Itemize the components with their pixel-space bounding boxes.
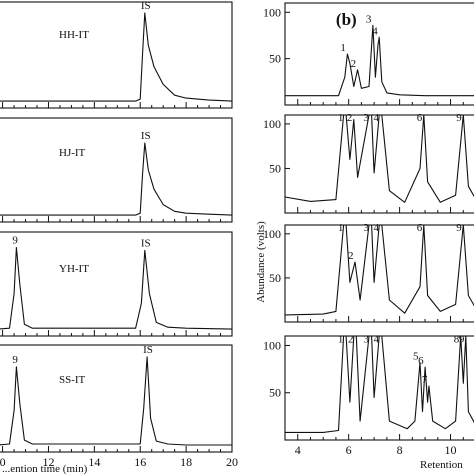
peak-label: 9 [12,235,18,247]
peak-label: 4 [374,333,380,345]
peak-label: 1 [338,222,344,234]
x-axis-title: ...ention time (min) [2,463,88,474]
subplot-frame [284,224,474,323]
chromatogram-trace [0,142,233,216]
peak-label: 2 [351,58,357,70]
x-tick-label: 6 [346,443,352,457]
peak-label: 9 [456,112,462,124]
panel-a-subplot: HH-IT IS [0,0,233,109]
subplot-frame [0,231,233,337]
peak-label: 2 [348,250,354,262]
panel-label: (b) [336,10,357,29]
panel-a: HH-IT IS HJ-IT IS YH-IT 9 IS SS-IT 9 IS 0 12 14 16 18 2… [0,0,238,474]
subplot-frame [0,344,233,453]
chromatogram-trace [0,12,233,102]
subplot-frame [284,335,474,441]
panel-a-subplot: HJ-IT IS [0,117,233,223]
subplot-frame [284,114,474,214]
x-tick-label: 18 [180,455,192,469]
y-tick-label: 100 [263,338,281,352]
peak-label: 1 [340,42,346,54]
subplot-frame [284,2,474,106]
y-tick-label: 50 [269,271,281,285]
chromatogram-trace [285,335,474,433]
peak-label: 2 [347,112,353,124]
x-tick-label: 20 [226,455,238,469]
peak-label: 2 [348,333,354,345]
y-tick-label: 50 [269,386,281,400]
panel-b-subplot: 50 100 12 34 [263,2,474,106]
peak-label: 6 [417,112,423,124]
peak-label: 7 [422,374,428,386]
peak-label: 9 [12,354,18,366]
x-tick-label: 14 [88,455,100,469]
peak-label: 3 [363,112,369,124]
peak-label: IS [141,0,151,12]
x-tick-label: 10 [445,443,457,457]
peak-label: 9 [456,222,462,234]
panel-a-subplot: SS-IT 9 IS [0,344,233,453]
chromatogram-trace [284,224,474,316]
y-tick-label: 50 [269,161,281,175]
x-tick-label: 8 [397,443,403,457]
peak-label: IS [141,130,151,142]
peak-label: 3 [363,222,369,234]
peak-label: 4 [372,25,378,37]
peak-label: 4 [374,112,380,124]
peak-label: 1 [338,333,344,345]
panel-b-subplot: 50 100 1 2 3 4 5 6 7 8 9 [263,333,474,441]
panel-a-subplot: YH-IT 9 IS [0,231,233,337]
y-axis-title: Abundance (volts) [255,221,267,303]
chromatogram-trace [0,356,232,446]
y-tick-label: 100 [263,5,281,19]
x-tick-label: 0 [0,455,6,469]
peak-label: 4 [374,222,380,234]
peak-label: 8 [454,333,460,345]
x-tick-label: 12 [42,455,54,469]
peak-label: 6 [417,222,423,234]
y-tick-label: 100 [263,117,281,131]
chromatogram-trace [284,114,474,203]
peak-label: 3 [363,333,369,345]
sample-name: SS-IT [59,374,86,386]
x-axis-title: Retention [420,459,463,471]
sample-name: HH-IT [59,29,89,41]
peak-label: IS [141,237,151,249]
sample-name: YH-IT [59,263,89,275]
y-tick-label: 50 [269,52,281,66]
subplot-frame [0,1,233,109]
x-tick-label: 4 [295,443,301,457]
chromatogram-trace [285,24,474,97]
x-tick-label: 16 [134,455,146,469]
peak-label: 1 [338,112,344,124]
subplot-frame [0,117,233,223]
peak-label: 5 [413,350,419,362]
sample-name: HJ-IT [59,147,86,159]
chromatogram-trace [0,246,233,330]
peak-label: 3 [366,13,372,25]
peak-label: 9 [459,333,465,345]
peak-label: IS [143,344,153,356]
y-tick-label: 100 [263,227,281,241]
peak-label: 6 [418,355,424,367]
